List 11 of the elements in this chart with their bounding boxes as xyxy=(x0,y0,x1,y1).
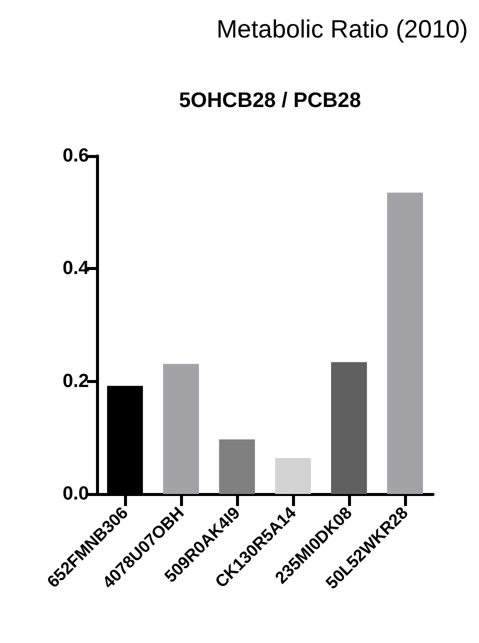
bar xyxy=(275,458,311,494)
bar xyxy=(219,439,255,494)
bar xyxy=(163,364,199,494)
chart-title: Metabolic Ratio (2010) xyxy=(216,16,468,44)
y-tick-label: 0.4 xyxy=(62,258,90,280)
bar xyxy=(387,192,423,494)
bar xyxy=(331,362,367,494)
y-tick-label: 0.0 xyxy=(62,484,89,504)
y-tick-label: 0.6 xyxy=(62,146,89,166)
chart-subtitle: 5OHCB28 / PCB28 xyxy=(178,89,362,112)
y-tick-label: 0.2 xyxy=(62,370,89,392)
